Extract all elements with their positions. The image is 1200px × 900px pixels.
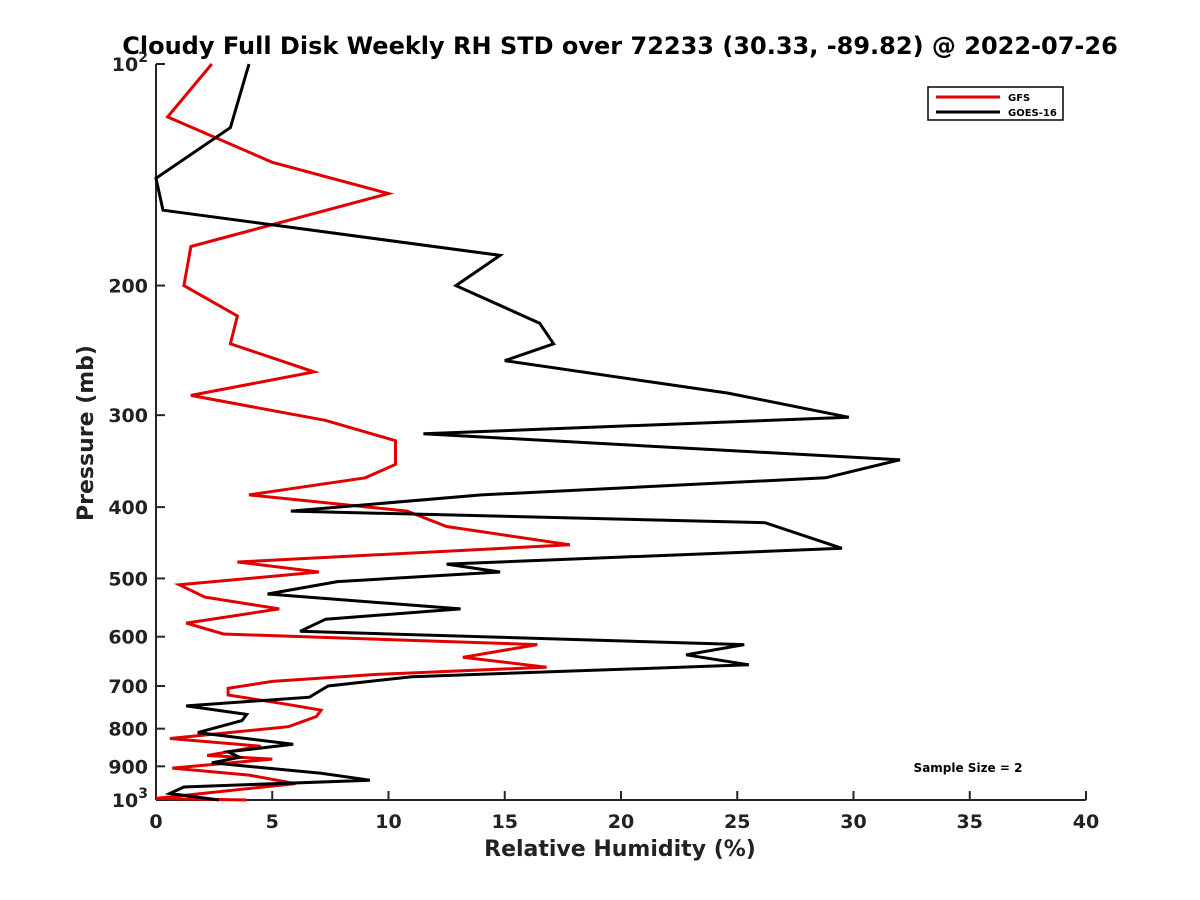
y-tick-label: 500 (108, 568, 148, 590)
y-tick-label: 600 (108, 627, 148, 649)
y-tick-label: 800 (108, 719, 148, 741)
series-group (154, 63, 901, 802)
x-tick-label: 30 (840, 811, 866, 833)
x-tick-label: 40 (1073, 811, 1099, 833)
y-axis-label: Pressure (mb) (74, 345, 99, 521)
y-tick-label: 300 (108, 405, 148, 427)
legend: GFS GOES-16 (927, 86, 1064, 121)
y-tick-label: 200 (108, 276, 148, 298)
y-tick-label: 900 (108, 756, 148, 778)
legend-label-gfs: GFS (1008, 93, 1030, 104)
chart-title: Cloudy Full Disk Weekly RH STD over 7223… (122, 32, 1118, 60)
x-tick-label: 0 (149, 811, 162, 833)
x-axis-label: Relative Humidity (%) (484, 837, 756, 862)
sample-size-annotation: Sample Size = 2 (914, 761, 1023, 775)
x-tick-label: 15 (492, 811, 518, 833)
y-tick-label: 103 (112, 786, 148, 812)
legend-label-goes-16: GOES-16 (1008, 108, 1057, 119)
x-tick-label: 10 (375, 811, 401, 833)
axes: 0 5 10 15 20 25 30 35 40 102 200 300 400 500 600 700 800… (108, 50, 1099, 833)
y-tick-label: 102 (112, 50, 148, 76)
y-tick-label: 700 (108, 676, 148, 698)
x-tick-label: 25 (724, 811, 750, 833)
series-line-gfs (155, 63, 571, 802)
x-tick-label: 35 (957, 811, 983, 833)
legend-box (927, 86, 1064, 121)
series-line-goes-16 (154, 63, 901, 802)
x-tick-label: 5 (266, 811, 279, 833)
y-tick-label: 400 (108, 497, 148, 519)
x-tick-label: 20 (608, 811, 634, 833)
